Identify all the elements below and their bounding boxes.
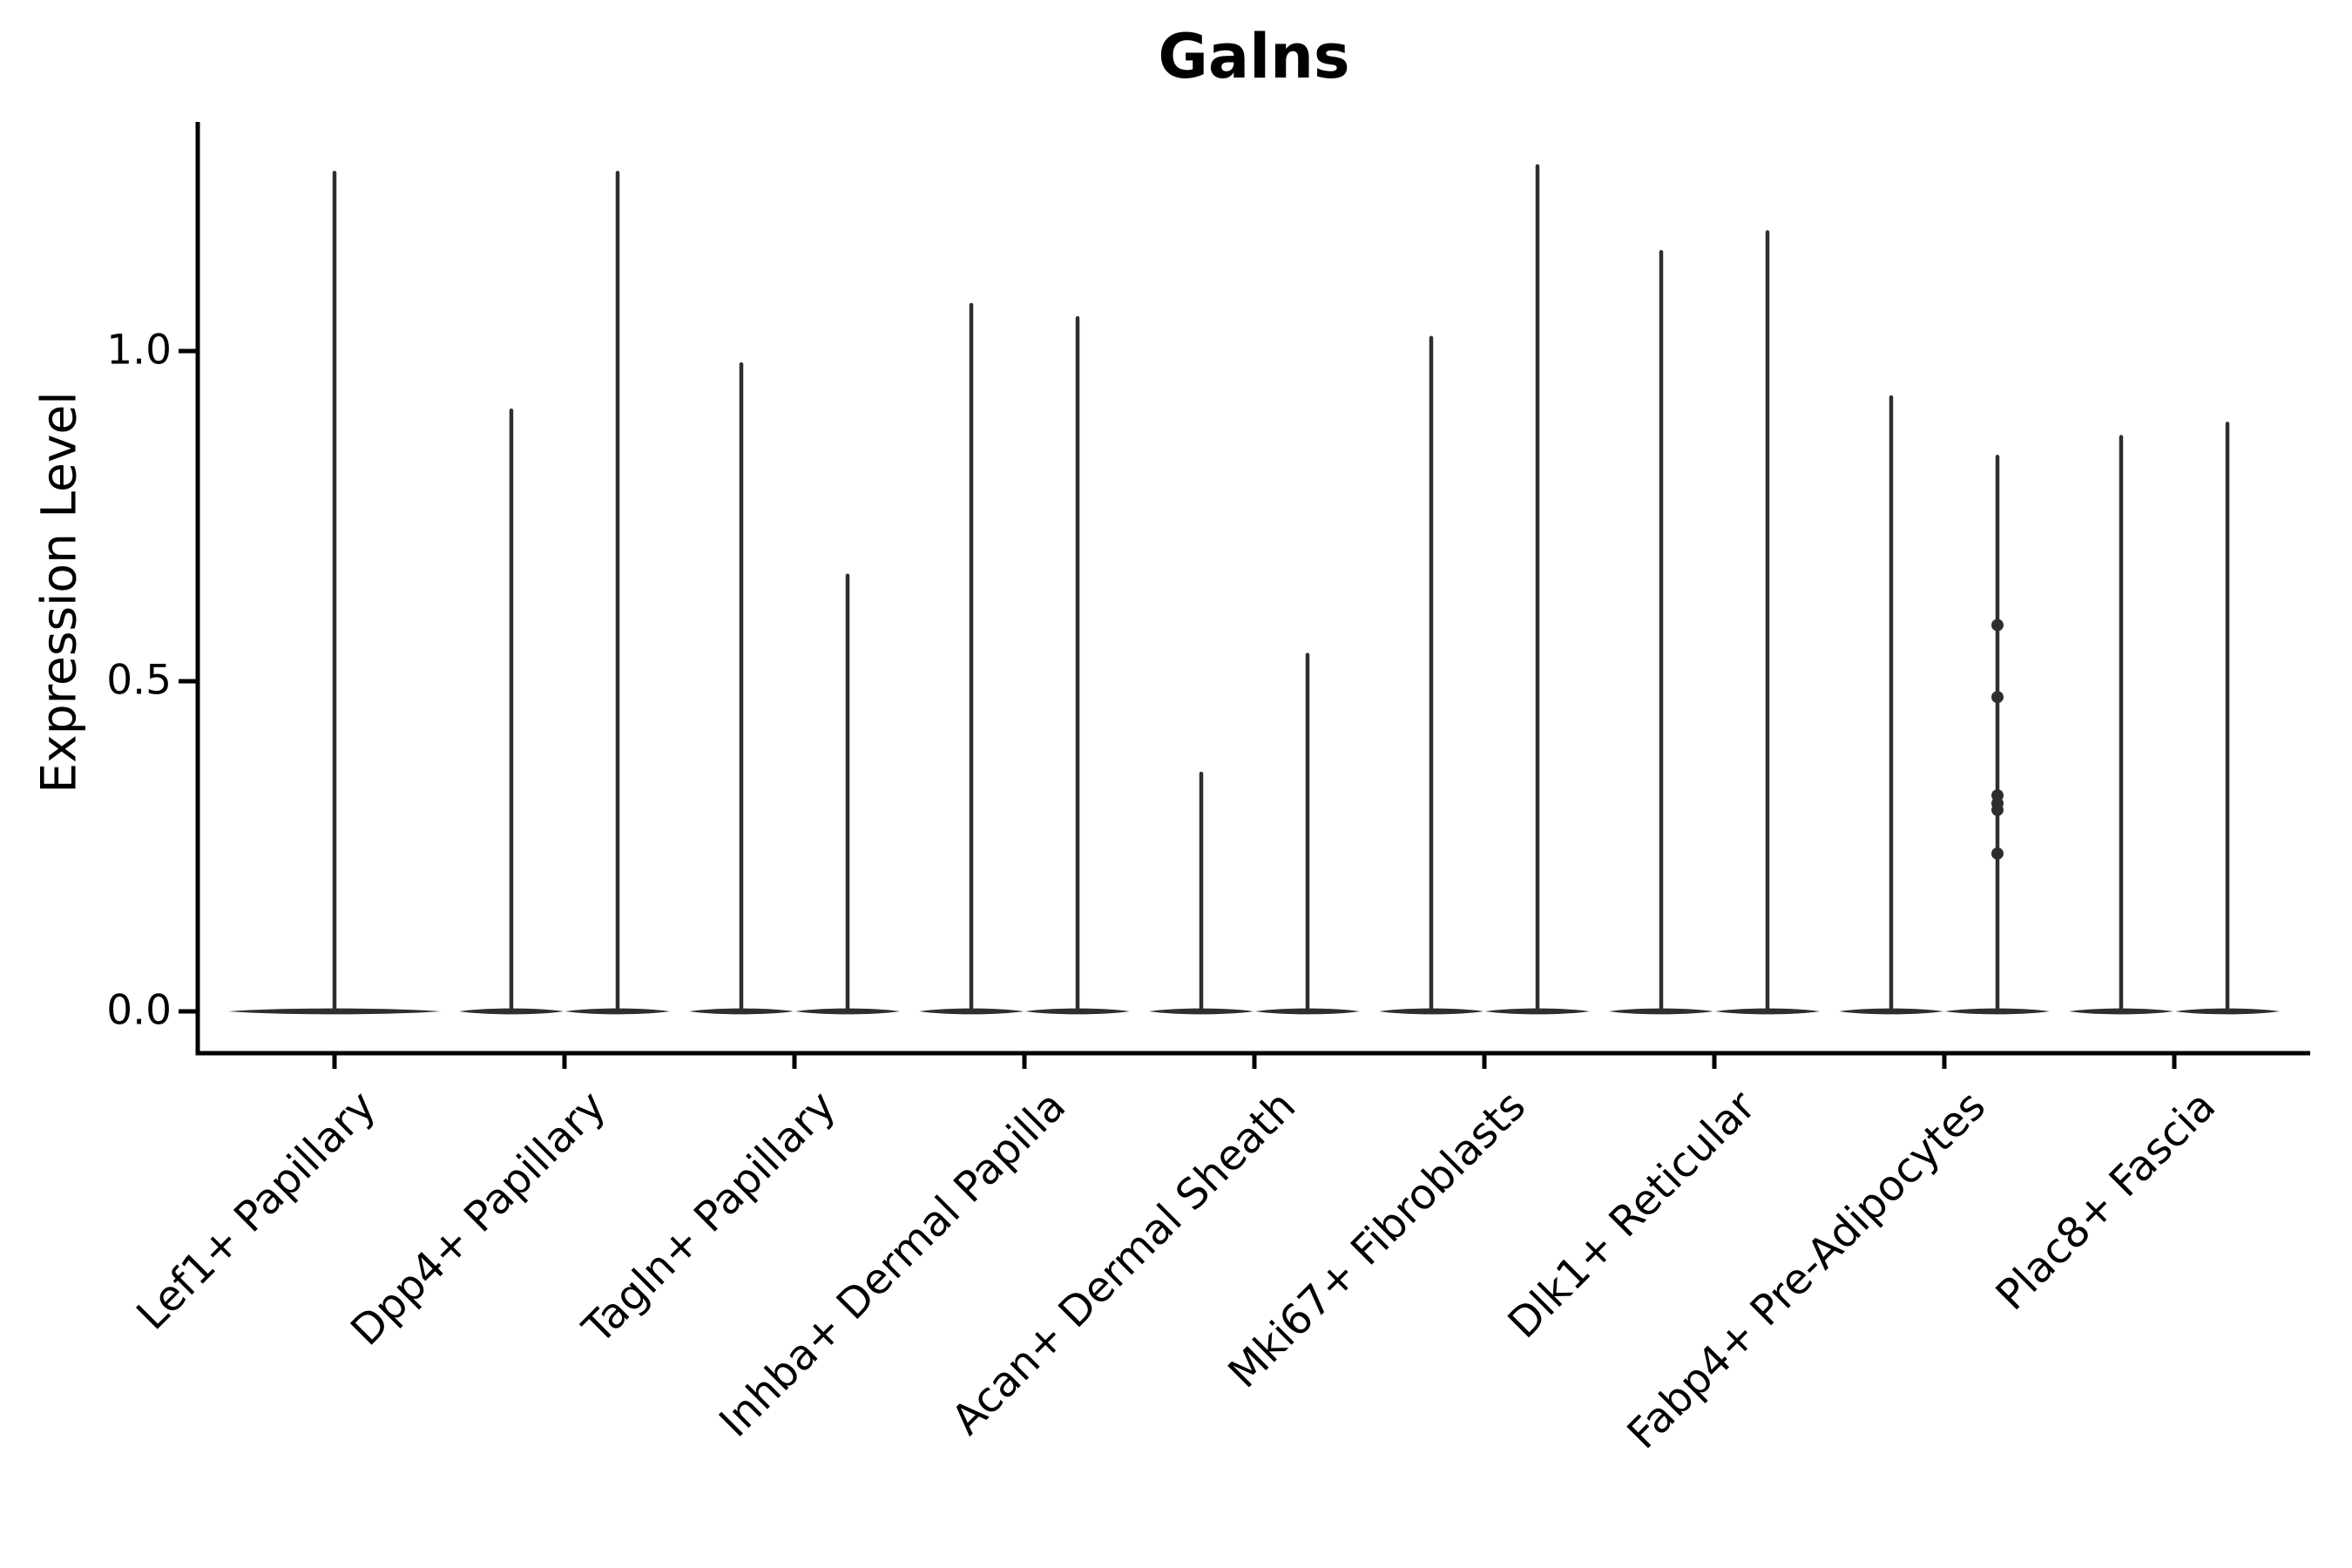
y-tick-label: 1.0 [106, 326, 172, 375]
y-tick-label: 0.0 [106, 986, 172, 1035]
data-point [1991, 803, 2004, 816]
data-point [1991, 618, 2004, 632]
data-point [1991, 847, 2004, 860]
y-tick-label: 0.5 [106, 656, 172, 705]
chart-title: Galns [1158, 21, 1350, 92]
data-point [1991, 691, 2004, 704]
